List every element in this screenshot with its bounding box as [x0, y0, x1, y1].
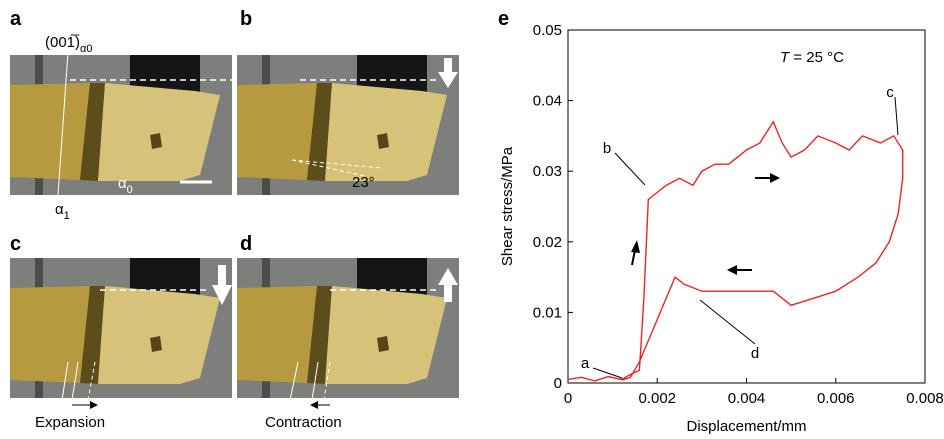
y-tick-label: 0	[554, 375, 562, 392]
panel-letter: a	[10, 8, 22, 30]
point-label: d	[751, 345, 759, 362]
plane: (001̅)	[45, 34, 80, 51]
leader-line	[700, 300, 755, 344]
y-tick-label: 0.01	[533, 304, 562, 321]
panel-d: d Contraction	[237, 233, 459, 431]
angle-label: 23°	[352, 174, 375, 191]
alpha: α	[55, 201, 64, 218]
panel-letter: e	[498, 8, 509, 30]
leader-line	[615, 153, 645, 185]
plane-sub: α0	[80, 43, 92, 55]
y-tick-label: 0.04	[533, 93, 562, 110]
alpha-sub: 1	[64, 210, 70, 222]
caption: Contraction	[265, 414, 342, 431]
point-label: c	[886, 84, 894, 101]
alpha-sub: 0	[127, 184, 133, 196]
panel-b: b 23°	[237, 8, 459, 195]
y-axis-label: Shear stress/MPa	[499, 146, 516, 266]
panel-letter: b	[240, 8, 252, 30]
y-tick-label: 0.02	[533, 234, 562, 251]
panel-letter: c	[10, 233, 21, 255]
x-tick-label: 0	[564, 390, 572, 407]
point-label: a	[581, 355, 590, 372]
point-label: b	[603, 140, 611, 157]
panel-a: a (001̅)α0 α1 α0	[10, 8, 236, 222]
chart-e: e T = 25 °C 0 0.002 0.004 0.006 0.008 0 0.01 0.…	[498, 8, 944, 434]
x-tick-label: 0.008	[906, 390, 944, 407]
alpha1: α1	[55, 201, 70, 222]
panel-letter: d	[240, 233, 252, 255]
plot-frame	[568, 30, 925, 383]
x-tick-label: 0.006	[817, 390, 855, 407]
leader-line	[895, 97, 898, 135]
x-tick-label: 0.004	[728, 390, 766, 407]
x-axis-label: Displacement/mm	[686, 418, 806, 434]
y-tick-label: 0.05	[533, 22, 562, 39]
panel-c: c Expansion	[10, 233, 232, 431]
y-tick-label: 0.03	[533, 163, 562, 180]
x-tick-label: 0.002	[638, 390, 676, 407]
value: = 25 °C	[789, 49, 844, 66]
temperature: T = 25 °C	[780, 49, 844, 66]
caption: Expansion	[35, 414, 105, 431]
figure: a (001̅)α0 α1 α0 b 23° c Expansion d Con…	[0, 0, 944, 434]
data-line	[568, 122, 903, 381]
plane-label: (001̅)α0	[45, 34, 93, 55]
alpha: α	[118, 175, 127, 192]
